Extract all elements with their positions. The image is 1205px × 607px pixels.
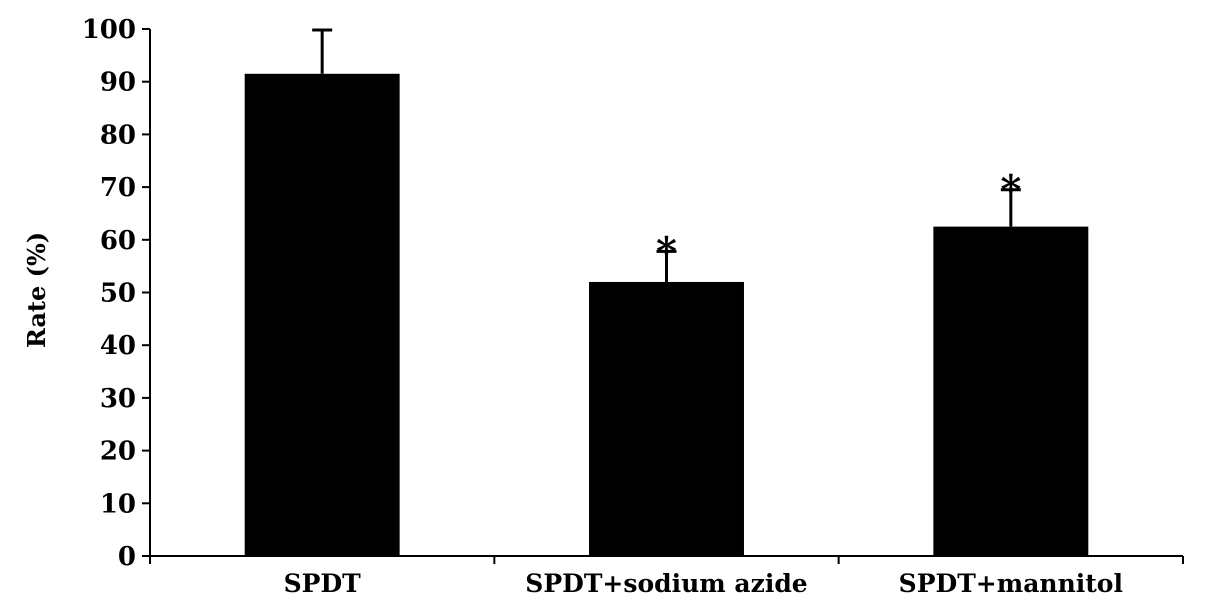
y-axis-label: Rate (%) xyxy=(22,232,51,348)
y-tick-label: 100 xyxy=(82,15,136,45)
y-tick-label: 90 xyxy=(100,68,136,98)
y-tick-label: 20 xyxy=(100,437,136,467)
bars: ** xyxy=(244,28,1089,557)
y-tick-label: 40 xyxy=(100,331,136,361)
x-tick-label: SPDT xyxy=(284,569,362,598)
bar xyxy=(244,73,400,557)
x-tick-label: SPDT+mannitol xyxy=(899,569,1123,598)
bar xyxy=(589,281,744,556)
y-tick-label: 80 xyxy=(100,120,136,150)
y-tick-label: 70 xyxy=(100,173,136,203)
y-tick-label: 30 xyxy=(100,384,136,414)
bar xyxy=(933,226,1089,556)
x-tick-label: SPDT+sodium azide xyxy=(525,569,807,598)
y-tick-label: 0 xyxy=(118,542,136,572)
significance-marker: * xyxy=(656,228,677,275)
y-tick-label: 60 xyxy=(100,226,136,256)
y-tick-label: 10 xyxy=(100,489,136,519)
significance-marker: * xyxy=(1000,167,1021,214)
y-tick-label: 50 xyxy=(100,279,136,309)
axes: 0 10 20 30 40 50 60 70 80 90 100 SPDT SPDT+sodium az… xyxy=(82,15,1184,598)
